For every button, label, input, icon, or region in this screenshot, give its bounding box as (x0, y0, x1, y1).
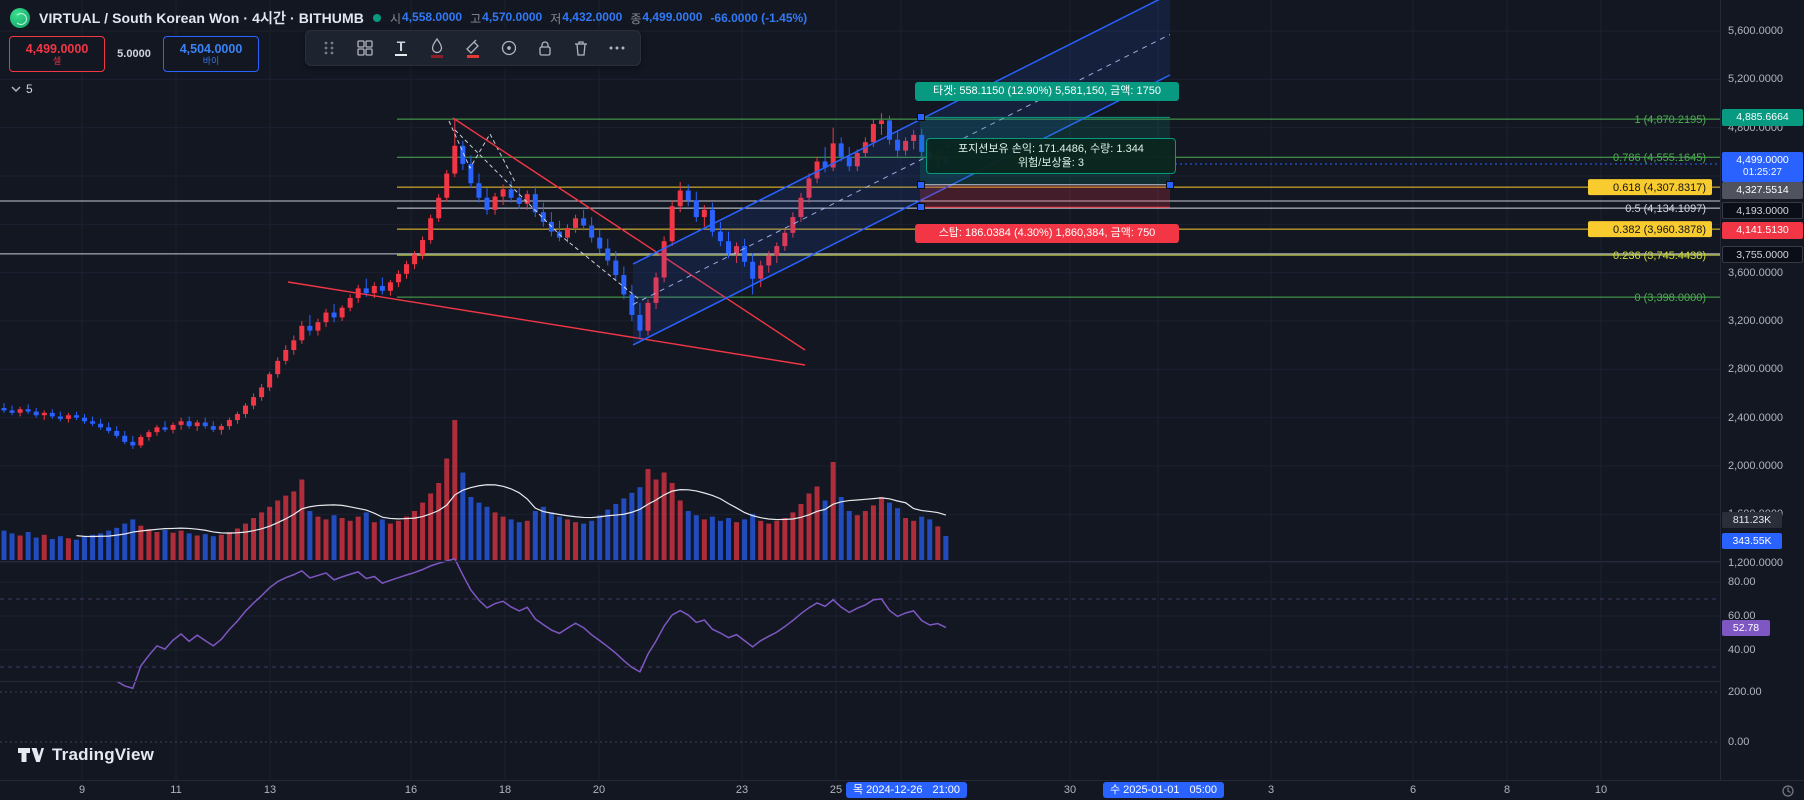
date-marker-badge[interactable]: 목 2024-12-26 21:00 (846, 782, 967, 798)
text-tool-icon[interactable]: T (386, 34, 416, 62)
price-label-badge: 4,327.5514 (1722, 181, 1803, 199)
price-label-badge: 4,885.6664 (1722, 108, 1803, 126)
sell-label: 셀 (52, 56, 62, 66)
position-rr-line: 위험/보상율: 3 (1018, 157, 1084, 169)
symbol-title[interactable]: VIRTUAL / South Korean Won · 4시간 · BITHU… (39, 10, 364, 26)
volume-ma-label: 811.23K (1722, 512, 1782, 528)
sell-price: 4,499.0000 (25, 42, 89, 56)
line-color-icon[interactable] (422, 34, 452, 62)
rsi-tick: 80.00 (1728, 576, 1756, 588)
position-pnl-line: 포지션보유 손익: 171.4486, 수량: 1.344 (958, 143, 1144, 155)
ohlc-row: 시 4,558.0000 고 4,570.0000 저 4,432.0000 종 4,4… (390, 10, 807, 27)
buy-button[interactable]: 4,504.0000 바이 (163, 36, 259, 72)
pane-separator[interactable] (0, 561, 1804, 562)
drag-handle-icon[interactable] (314, 34, 344, 62)
time-axis[interactable]: 9 11 13 16 18 20 23 25 30 3 6 8 10 목 2024-12-26 21:00 수… (0, 780, 1804, 800)
tradingview-mark-icon (18, 748, 44, 762)
svg-text:1 (4,870.2195): 1 (4,870.2195) (1634, 114, 1706, 126)
spread-value: 5.0000 (117, 48, 151, 60)
time-tick: 11 (170, 784, 182, 796)
price-axis[interactable]: 5,600.0000 5,200.0000 4,800.0000 3,600.0000… (1720, 0, 1804, 780)
indicator-tick: 200.00 (1728, 686, 1762, 698)
price-label-badge: 3,755.0000 (1722, 245, 1803, 263)
trash-icon[interactable] (566, 34, 596, 62)
svg-text:0.236 (3,745.4438): 0.236 (3,745.4438) (1613, 250, 1706, 262)
position-target-box[interactable]: 타겟: 558.1150 (12.90%) 5,581,150, 금액: 175… (915, 82, 1179, 101)
time-tick: 30 (1063, 784, 1077, 796)
low-value: 4,432.0000 (562, 9, 623, 24)
price-tick: 2,800.0000 (1728, 363, 1784, 376)
price-label-badge: 4,499.0000 01:25:27 (1722, 152, 1803, 182)
symbol-logo-icon (10, 8, 30, 28)
volume-last-label: 343.55K (1722, 533, 1782, 549)
svg-text:0.618 (4,307.8317): 0.618 (4,307.8317) (1613, 182, 1706, 194)
price-label-badge: 4,193.0000 (1722, 201, 1803, 219)
more-options-icon[interactable] (602, 34, 632, 62)
time-tick: 25 (829, 784, 843, 796)
rsi-tick: 60.00 (1728, 610, 1756, 622)
drawing-toolbar: T (305, 30, 641, 66)
price-tick: 5,600.0000 (1728, 25, 1784, 37)
price-tick: 1,200.0000 (1728, 556, 1784, 569)
open-label: 시 (390, 11, 402, 26)
open-value: 4,558.0000 (402, 9, 463, 24)
lock-icon[interactable] (530, 34, 560, 62)
trade-panel: 4,499.0000 셀 5.0000 4,504.0000 바이 (9, 36, 259, 72)
svg-text:0 (3,398.0000): 0 (3,398.0000) (1634, 292, 1706, 304)
layout-template-icon[interactable] (350, 34, 380, 62)
time-tick: 3 (1267, 784, 1275, 796)
main-chart[interactable]: 1 (4,870.2195) 0.786 (4,555.1645) 0.618 (4… (0, 0, 1720, 780)
indicator-tick: 0.00 (1728, 736, 1750, 748)
time-tick: 16 (404, 784, 418, 796)
close-value: 4,499.0000 (642, 9, 703, 24)
buy-price: 4,504.0000 (179, 42, 243, 56)
rsi-value-badge: 52.78 (1722, 620, 1770, 636)
drawing-counter-value: 5 (26, 82, 33, 96)
price-tick: 5,200.0000 (1728, 73, 1784, 86)
chart-header: VIRTUAL / South Korean Won · 4시간 · BITHU… (10, 6, 807, 30)
change-value: -66.0000 (-1.45%) (710, 11, 808, 25)
svg-text:T: T (397, 38, 406, 54)
tradingview-logo[interactable]: TradingView (18, 744, 154, 766)
time-tick: 20 (592, 784, 606, 796)
price-tick: 2,400.0000 (1728, 411, 1784, 424)
price-tick: 3,200.0000 (1728, 314, 1784, 327)
time-tick: 13 (263, 784, 277, 796)
drawing-counter[interactable]: 5 (11, 82, 33, 96)
time-tick: 18 (498, 784, 512, 796)
svg-text:0.382 (3,960.3878): 0.382 (3,960.3878) (1613, 224, 1706, 236)
tradingview-logo-text: TradingView (52, 745, 155, 764)
time-tick: 6 (1409, 784, 1417, 796)
time-tick: 23 (735, 784, 749, 796)
position-stop-box[interactable]: 스탑: 186.0384 (4.30%) 1,860,384, 금액: 750 (915, 224, 1179, 243)
time-settings-icon[interactable] (1780, 783, 1796, 799)
svg-text:0.5 (4,134.1097): 0.5 (4,134.1097) (1625, 203, 1706, 215)
rsi-tick: 40.00 (1728, 644, 1756, 656)
ellipse-tool-icon[interactable] (494, 34, 524, 62)
market-status-dot (373, 14, 381, 22)
price-tick: 2,000.0000 (1728, 459, 1784, 472)
fill-color-icon[interactable] (458, 34, 488, 62)
svg-text:0.786 (4,555.1645): 0.786 (4,555.1645) (1613, 152, 1706, 164)
high-label: 고 (470, 11, 482, 26)
price-tick: 3,600.0000 (1728, 266, 1784, 279)
time-tick: 8 (1503, 784, 1511, 796)
position-info-box[interactable]: 포지션보유 손익: 171.4486, 수량: 1.344 위험/보상율: 3 (926, 138, 1176, 174)
low-label: 저 (550, 11, 562, 26)
price-label-badge: 4,141.5130 (1722, 221, 1803, 239)
pane-separator[interactable] (0, 681, 1804, 682)
sell-button[interactable]: 4,499.0000 셀 (9, 36, 105, 72)
high-value: 4,570.0000 (482, 9, 543, 24)
chevron-down-icon (11, 85, 21, 92)
buy-label: 바이 (202, 56, 220, 66)
time-tick: 10 (1594, 784, 1608, 796)
date-marker-badge[interactable]: 수 2025-01-01 05:00 (1103, 782, 1224, 798)
time-tick: 9 (78, 784, 86, 796)
close-label: 종 (630, 11, 642, 26)
